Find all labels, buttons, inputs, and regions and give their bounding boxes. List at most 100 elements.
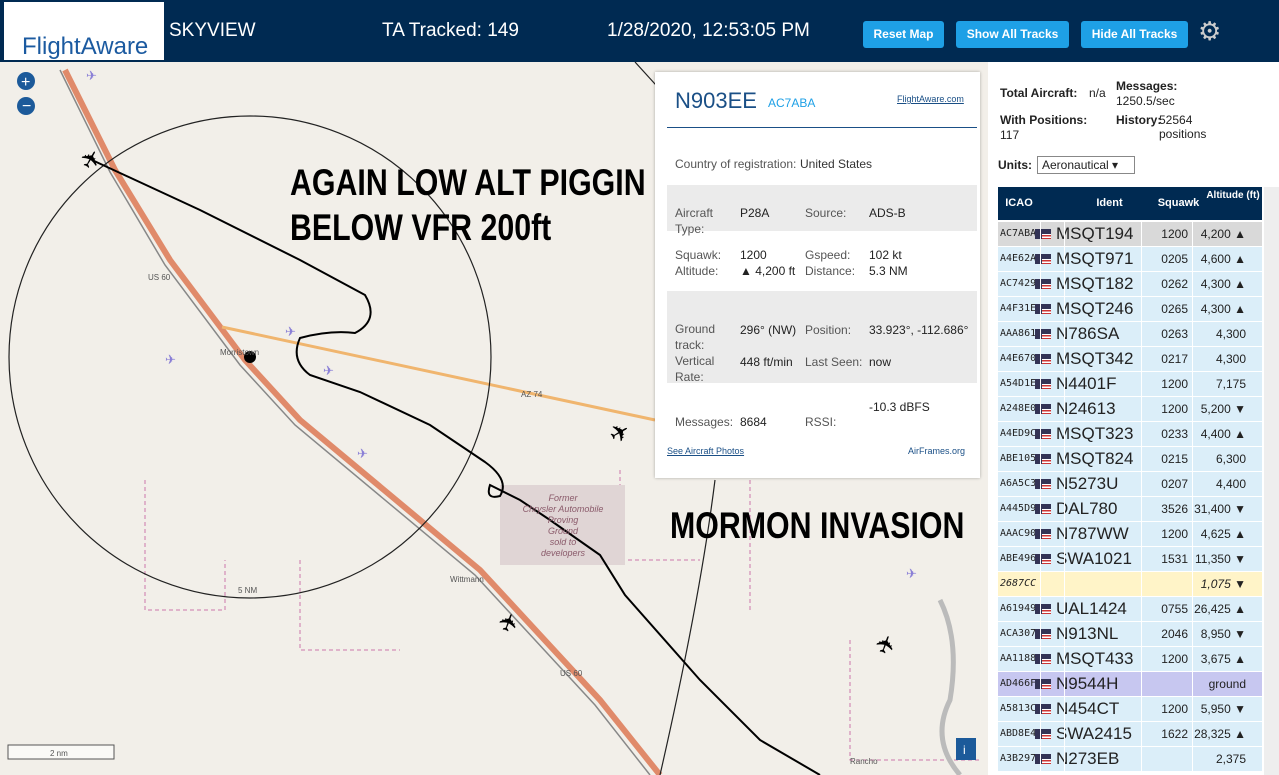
divider [1064, 722, 1065, 746]
us-60 [62, 68, 663, 775]
table-row[interactable]: A6A5C3 N5273U 0207 4,400 [998, 472, 1262, 496]
cell: 0205 [1161, 252, 1188, 266]
cell: MSQT342 [1056, 349, 1134, 368]
table-row[interactable]: ABE105 MSQT824 0215 6,300 [998, 447, 1262, 471]
table-row[interactable]: A61949 UAL1424 0755 26,425 ▲ [998, 597, 1262, 621]
label: With Positions: [1000, 113, 1088, 127]
az-74 [221, 325, 656, 422]
column-header: ICAO [1005, 197, 1033, 209]
table-row[interactable]: AAA861 N786SA 0263 4,300 [998, 322, 1262, 346]
table-row[interactable]: A4E670 MSQT342 0217 4,300 [998, 347, 1262, 371]
cell: AC7429 [1000, 278, 1036, 289]
settings[interactable]: ⚙ [1198, 16, 1222, 46]
divider [1141, 547, 1142, 571]
info-btn[interactable] [956, 738, 976, 760]
divider [1064, 347, 1065, 371]
value: 5.3 NM [869, 264, 908, 278]
units-select[interactable]: Aeronautical ▾ [1037, 156, 1135, 174]
cell: N454CT [1056, 699, 1120, 718]
table-row[interactable]: AC7429 MSQT182 0262 4,300 ▲ [998, 272, 1262, 296]
map-label: Rancho [850, 757, 878, 766]
button[interactable]: Reset Map [863, 21, 944, 48]
map-label: Wittmann [450, 575, 484, 584]
divider [1064, 472, 1065, 496]
table-row[interactable]: A3B297 N273EB 2,375 [998, 747, 1262, 771]
table-row[interactable]: A54D1E N4401F 1200 7,175 [998, 372, 1262, 396]
logo[interactable]: FlightAware [4, 2, 164, 60]
cell: 2046 [1161, 627, 1188, 641]
flag [1035, 504, 1051, 514]
cell: ABE105 [1000, 453, 1036, 464]
table-row[interactable]: A4E62A MSQT971 0205 4,600 ▲ [998, 247, 1262, 271]
divider [1192, 347, 1193, 371]
value: ADS-B [869, 206, 906, 220]
divider [667, 127, 977, 128]
button[interactable]: Hide All Tracks [1081, 21, 1188, 48]
divider [1192, 272, 1193, 296]
label: RSSI: [805, 415, 837, 429]
table-row[interactable]: AA1188 MSQT433 1200 3,675 ▲ [998, 647, 1262, 671]
range-ring [8, 115, 492, 599]
flag [1035, 379, 1051, 389]
divider [1141, 272, 1142, 296]
cell: AAA861 [1000, 328, 1036, 339]
value: Aeronautical [1042, 158, 1109, 172]
cell: 26,425 ▲ [1194, 602, 1246, 616]
table-row[interactable]: AAAC90 N787WW 1200 4,625 ▲ [998, 522, 1262, 546]
cell: ground [1208, 677, 1246, 691]
link[interactable]: See Aircraft Photos [667, 446, 745, 456]
divider [1192, 647, 1193, 671]
info-panel: N903EE AC7ABA FlightAware.com Country of… [655, 72, 980, 478]
flag [1035, 604, 1051, 614]
scrollbar[interactable] [1264, 187, 1279, 775]
table-row[interactable]: AD466F N9544H ground [998, 672, 1262, 696]
zoom[interactable]: +− [17, 72, 35, 115]
divider [1064, 697, 1065, 721]
link[interactable]: FlightAware.com [897, 94, 964, 104]
svg-text:✈: ✈ [86, 68, 97, 83]
divider [1064, 647, 1065, 671]
table-row[interactable]: A248E0 N24613 1200 5,200 ▼ [998, 397, 1262, 421]
divider [1064, 222, 1065, 246]
track [91, 159, 821, 775]
table-row[interactable]: A4ED9C MSQT323 0233 4,400 ▲ [998, 422, 1262, 446]
divider [1141, 247, 1142, 271]
railroad [59, 69, 651, 775]
divider [1192, 597, 1193, 621]
divider [1192, 247, 1193, 271]
datetime: 1/28/2020, 12:53:05 PM [607, 20, 810, 41]
table-row[interactable]: A5813C N454CT 1200 5,950 ▼ [998, 697, 1262, 721]
label: Aircraft Type: [675, 206, 714, 236]
value: 296° (NW) [740, 323, 797, 337]
link[interactable]: AirFrames.org [908, 446, 966, 456]
header: FlightAware SKYVIEW TA Tracked: 149 1/28… [0, 0, 1279, 62]
registration: N903EE [675, 88, 757, 113]
button[interactable]: Show All Tracks [956, 21, 1069, 48]
value: 1250.5/sec [1116, 94, 1175, 108]
cell: 4,200 ▲ [1200, 227, 1246, 241]
table-row[interactable]: A4F31E MSQT246 0265 4,300 ▲ [998, 297, 1262, 321]
table-row[interactable]: ACA307 N913NL 2046 8,950 ▼ [998, 622, 1262, 646]
divider [1141, 222, 1142, 246]
icao: AC7ABA [768, 96, 816, 110]
cell: 4,300 ▲ [1200, 277, 1246, 291]
svg-text:i: i [963, 743, 966, 757]
table-row[interactable]: A445D9 DAL780 3526 31,400 ▼ [998, 497, 1262, 521]
table-row[interactable]: ABD8E4 SWA2415 1622 28,325 ▲ [998, 722, 1262, 746]
value: P28A [740, 206, 770, 220]
cell: N4401F [1056, 374, 1117, 393]
cell: 4,300 ▲ [1200, 302, 1246, 316]
cell: SWA2415 [1056, 724, 1132, 743]
flag [1035, 629, 1051, 639]
table-row[interactable]: 2687CC 1,075 ▼ [998, 572, 1262, 596]
cell: AC7ABA [1000, 228, 1036, 239]
cell: A445D9 [1000, 503, 1036, 514]
cell [1143, 747, 1188, 771]
divider [1192, 747, 1193, 771]
cell: 1200 [1161, 402, 1188, 416]
table-row[interactable]: ABE496 SWA1021 1531 11,350 ▼ [998, 547, 1262, 571]
cell: AAAC90 [1000, 528, 1036, 539]
table-row[interactable]: AC7ABA MSQT194 1200 4,200 ▲ [998, 222, 1262, 246]
divider [1141, 347, 1142, 371]
divider [1141, 422, 1142, 446]
